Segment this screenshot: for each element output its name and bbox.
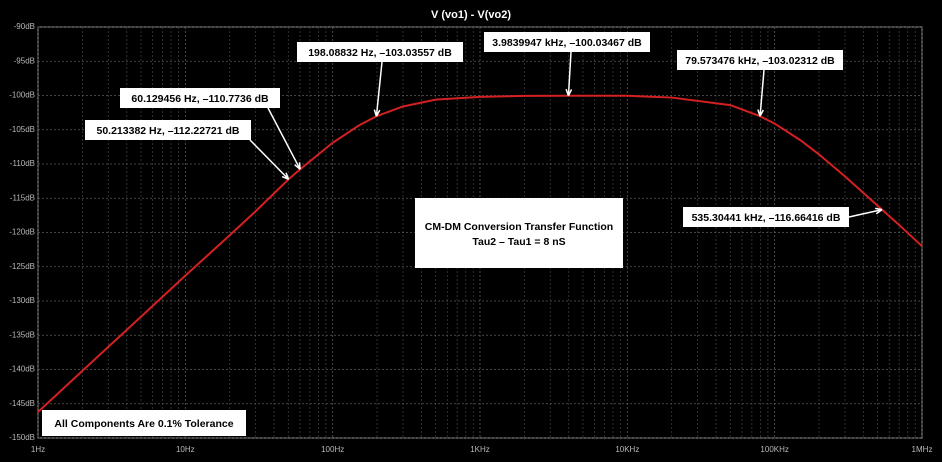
annotation-arrow bbox=[249, 139, 290, 180]
y-tick-label: -125dB bbox=[9, 262, 35, 271]
annotation-arrow bbox=[757, 69, 765, 117]
note-text: CM-DM Conversion Transfer Function bbox=[425, 221, 613, 233]
y-tick-label: -130dB bbox=[9, 296, 35, 305]
annotation-arrow bbox=[848, 207, 883, 218]
annotation-box bbox=[297, 42, 463, 62]
x-tick-label: 1MHz bbox=[912, 445, 933, 454]
annotation-label: 50.213382 Hz, –112.22721 dB bbox=[96, 125, 239, 137]
x-tick-label: 100Hz bbox=[321, 445, 344, 454]
footnote: All Components Are 0.1% Tolerance bbox=[54, 418, 233, 430]
annotation-label: 79.573476 kHz, –103.02312 dB bbox=[685, 55, 835, 67]
annotation-box bbox=[683, 207, 849, 227]
x-tick-label: 1KHz bbox=[470, 445, 490, 454]
footnote-box bbox=[42, 410, 246, 436]
y-tick-label: -95dB bbox=[14, 56, 35, 65]
annotation-arrow bbox=[373, 61, 383, 117]
y-tick-label: -115dB bbox=[10, 193, 35, 202]
y-tick-label: -90dB bbox=[14, 22, 35, 31]
annotation-label: 198.08832 Hz, –103.03557 dB bbox=[308, 47, 452, 59]
chart-title: V (vo1) - V(vo2) bbox=[431, 9, 511, 21]
data-line bbox=[37, 94, 923, 413]
x-tick-label: 10KHz bbox=[615, 445, 639, 454]
y-tick-label: -150dB bbox=[9, 433, 35, 442]
note-box bbox=[415, 198, 623, 268]
y-tick-label: -135dB bbox=[9, 330, 35, 339]
y-tick-label: -145dB bbox=[9, 399, 35, 408]
note-text: Tau2 – Tau1 = 8 nS bbox=[472, 236, 565, 248]
y-tick-label: -140dB bbox=[9, 365, 35, 374]
annotation-label: 3.9839947 kHz, –100.03467 dB bbox=[492, 37, 642, 49]
y-tick-label: -100dB bbox=[9, 91, 35, 100]
annotation-label: 60.129456 Hz, –110.7736 dB bbox=[131, 93, 269, 105]
annotation-label: 535.30441 kHz, –116.66416 dB bbox=[692, 212, 841, 224]
y-tick-label: -110dB bbox=[10, 159, 35, 168]
annotation-arrow bbox=[565, 51, 573, 97]
y-tick-label: -105dB bbox=[9, 125, 35, 134]
x-tick-label: 10Hz bbox=[176, 445, 195, 454]
annotation-box bbox=[120, 88, 280, 108]
annotation-box bbox=[85, 120, 251, 140]
x-tick-label: 1Hz bbox=[31, 445, 45, 454]
y-tick-label: -120dB bbox=[9, 228, 35, 237]
annotation-arrow bbox=[267, 107, 301, 170]
x-tick-label: 100KHz bbox=[760, 445, 788, 454]
annotation-box bbox=[677, 50, 843, 70]
annotation-box bbox=[484, 32, 650, 52]
